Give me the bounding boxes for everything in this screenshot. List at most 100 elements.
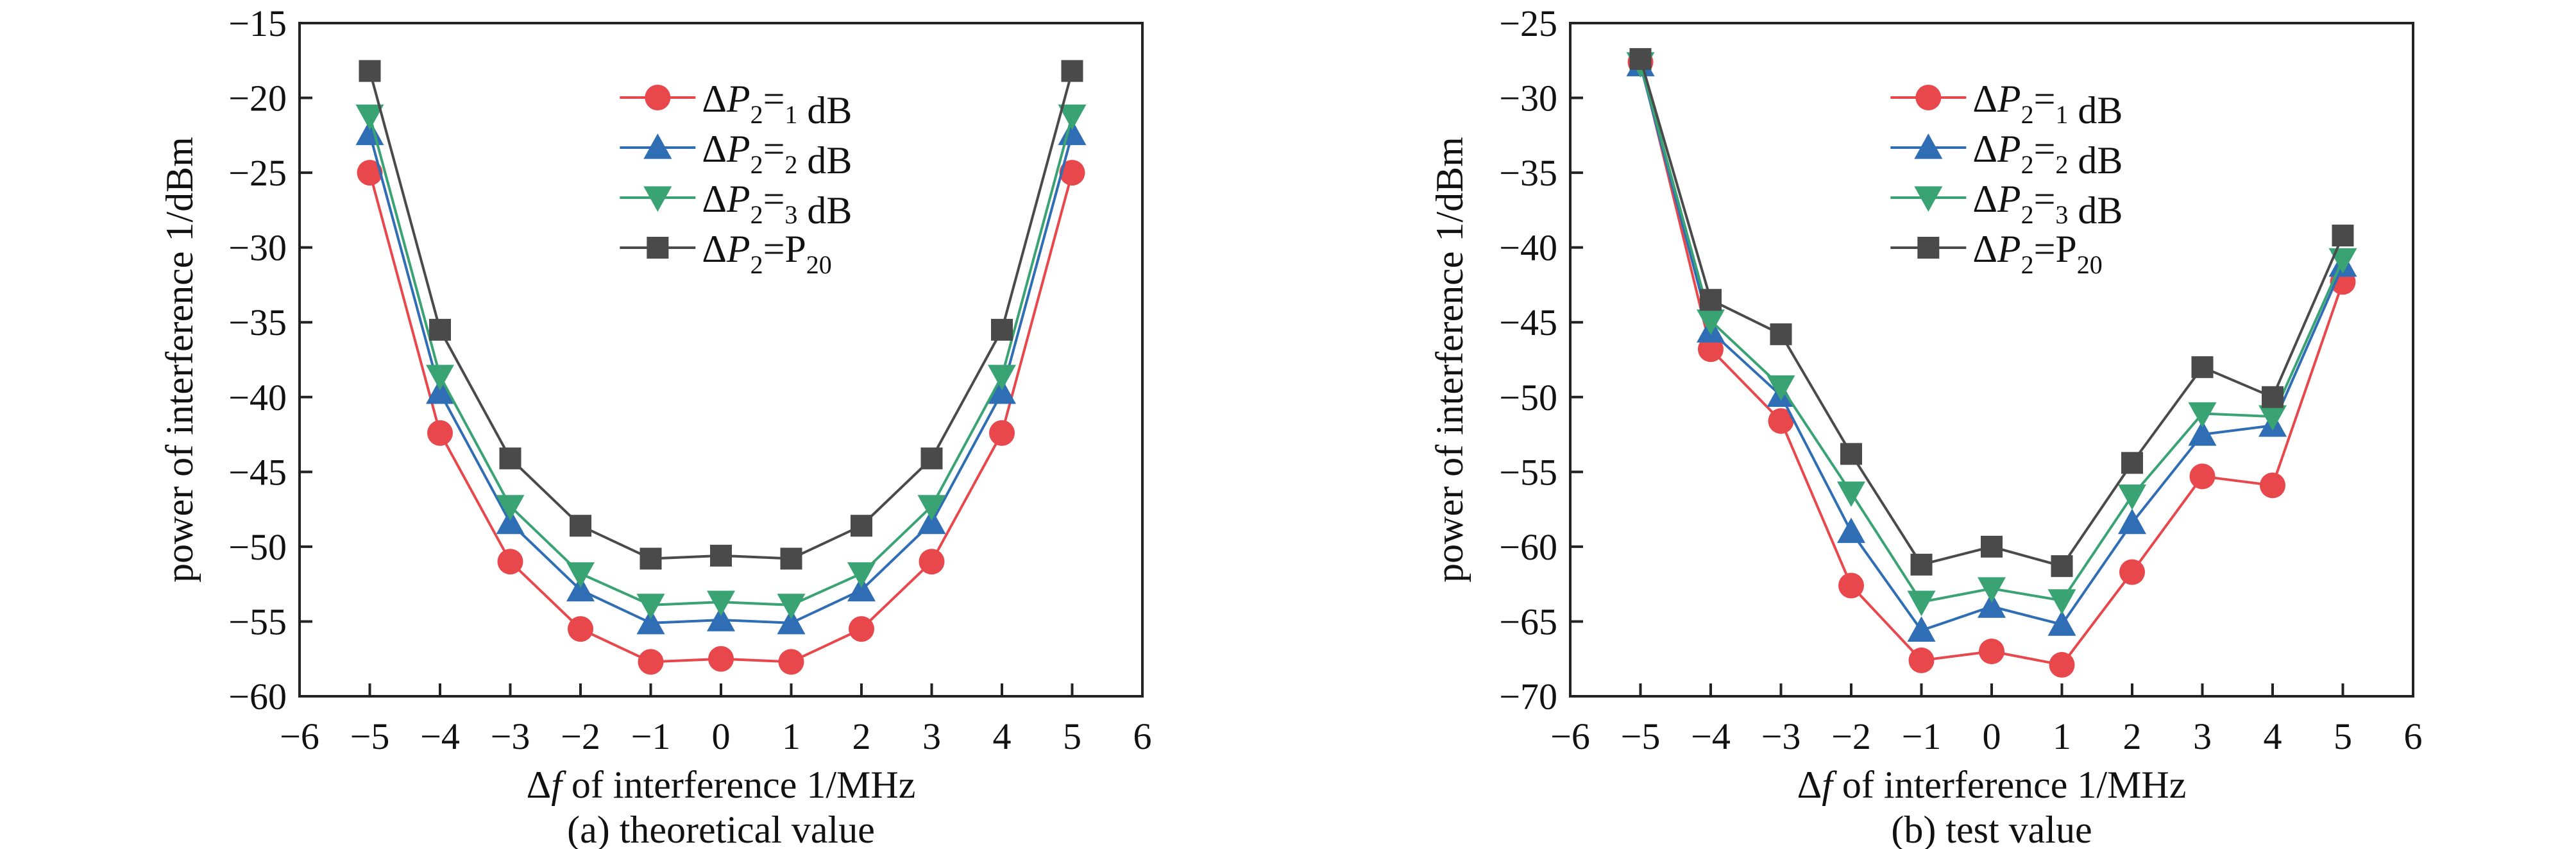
legend-label: ΔP2=2 dB xyxy=(1972,128,2123,182)
x-tick-label: −1 xyxy=(1902,716,1942,757)
data-point xyxy=(989,420,1015,446)
legend-sub: 2 xyxy=(750,250,763,279)
data-point xyxy=(1840,443,1862,465)
legend-label: ΔP2=1 dB xyxy=(1972,78,2123,132)
legend-marker xyxy=(1917,237,1940,259)
data-point xyxy=(2260,472,2285,499)
data-point xyxy=(1767,375,1795,401)
data-point xyxy=(359,60,381,82)
data-point xyxy=(777,608,806,635)
x-tick-label: 1 xyxy=(2053,716,2071,757)
data-point xyxy=(1061,60,1083,82)
data-point xyxy=(1907,590,1936,617)
x-axis-title: Δf of interference 1/MHz xyxy=(527,764,916,806)
x-tick-label: 3 xyxy=(2193,716,2212,757)
data-point xyxy=(919,549,945,575)
legend-delta: Δ xyxy=(1972,228,1997,270)
data-point xyxy=(636,594,665,619)
legend-delta: Δ xyxy=(702,228,727,270)
legend-eq: = xyxy=(763,128,785,170)
legend-delta: Δ xyxy=(1972,128,1997,170)
legend-var: P xyxy=(726,178,750,220)
x-tick-label: −3 xyxy=(491,716,530,757)
series-1 xyxy=(357,160,1085,675)
legend-var: P xyxy=(726,128,750,170)
data-point xyxy=(429,318,451,341)
legend-marker xyxy=(647,237,669,259)
x-tick-label: −6 xyxy=(280,716,319,757)
legend-marker xyxy=(645,85,671,110)
legend-var: P xyxy=(1997,178,2021,220)
data-point xyxy=(851,515,872,537)
data-point xyxy=(1907,616,1936,642)
legend-sub: 2 xyxy=(2021,250,2034,279)
data-point xyxy=(499,447,521,470)
legend-sub: 2 xyxy=(2021,150,2034,179)
legend-item: ΔP2=3 dB xyxy=(1890,178,2123,232)
x-title-delta: Δ xyxy=(1797,764,1822,806)
legend-sub: 2 xyxy=(2021,100,2034,129)
legend-sub: 2 xyxy=(750,150,763,179)
y-tick-label: −55 xyxy=(1499,451,1557,493)
x-tick-label: −1 xyxy=(631,716,671,757)
legend-var: P xyxy=(726,228,750,270)
data-point xyxy=(1059,160,1085,186)
chart-a: −6 −5 −4 −3 −2 −1 0 1 2 3 4 5 6−60−55−50−45−40−35−30… xyxy=(158,3,1152,849)
y-tick-label: −25 xyxy=(228,152,287,194)
legend-label: ΔP2=3 dB xyxy=(1972,178,2123,232)
chart-subtitle: (b) test value xyxy=(1891,809,2092,849)
data-point xyxy=(2051,555,2073,578)
data-point xyxy=(640,547,662,570)
x-tick-label: −5 xyxy=(350,716,390,757)
data-point xyxy=(2047,610,2076,636)
legend-marker xyxy=(1914,133,1943,159)
x-tick-label: 6 xyxy=(1133,716,1152,757)
data-point xyxy=(426,378,454,404)
legend-rest: dB xyxy=(2068,139,2123,182)
data-point xyxy=(1838,572,1864,599)
data-point xyxy=(568,616,593,642)
chart-subtitle: (a) theoretical value xyxy=(567,809,875,849)
data-point xyxy=(708,646,734,672)
y-tick-label: −55 xyxy=(228,601,287,642)
x-tick-label: 1 xyxy=(782,716,801,757)
legend-sub2: 3 xyxy=(2055,200,2068,229)
data-point xyxy=(991,318,1013,341)
data-point xyxy=(2118,508,2146,535)
legend-rest: dB xyxy=(797,189,852,232)
legend-delta: Δ xyxy=(1972,178,1997,220)
x-tick-label: 0 xyxy=(1983,716,2001,757)
legend-item: ΔP2=1 dB xyxy=(620,78,852,132)
y-tick-label: −60 xyxy=(1499,526,1557,568)
y-tick-label: −50 xyxy=(228,526,287,568)
series-3 xyxy=(355,104,1087,619)
legend-label: ΔP2=1 dB xyxy=(702,78,852,132)
legend-var: P xyxy=(1997,128,2021,170)
x-tick-label: 3 xyxy=(922,716,941,757)
x-tick-label: −5 xyxy=(1621,716,1661,757)
data-point xyxy=(2332,225,2354,247)
data-point xyxy=(847,562,876,588)
legend-marker xyxy=(643,186,672,212)
y-axis-title: power of interference 1/dBm xyxy=(1428,137,1471,583)
data-point xyxy=(1770,323,1792,345)
data-point xyxy=(710,544,732,567)
data-point xyxy=(427,420,453,446)
y-tick-label: −70 xyxy=(1499,676,1557,717)
y-tick-label: −60 xyxy=(228,676,287,717)
y-tick-label: −30 xyxy=(1499,78,1557,119)
y-tick-label: −45 xyxy=(1499,302,1557,343)
data-point xyxy=(707,606,735,631)
legend-eq: = xyxy=(763,178,785,220)
legend-marker xyxy=(643,133,672,159)
legend-sub: 2 xyxy=(750,200,763,229)
data-point xyxy=(1700,289,1722,311)
data-point xyxy=(1981,535,2003,558)
legend-eq: =P xyxy=(2034,228,2077,270)
legend-eq: = xyxy=(2034,178,2056,220)
legend-rest: dB xyxy=(2068,189,2123,232)
data-point xyxy=(707,590,735,617)
series-4 xyxy=(1629,47,2354,578)
data-point xyxy=(355,104,384,130)
legend-item: ΔP2=3 dB xyxy=(620,178,852,232)
